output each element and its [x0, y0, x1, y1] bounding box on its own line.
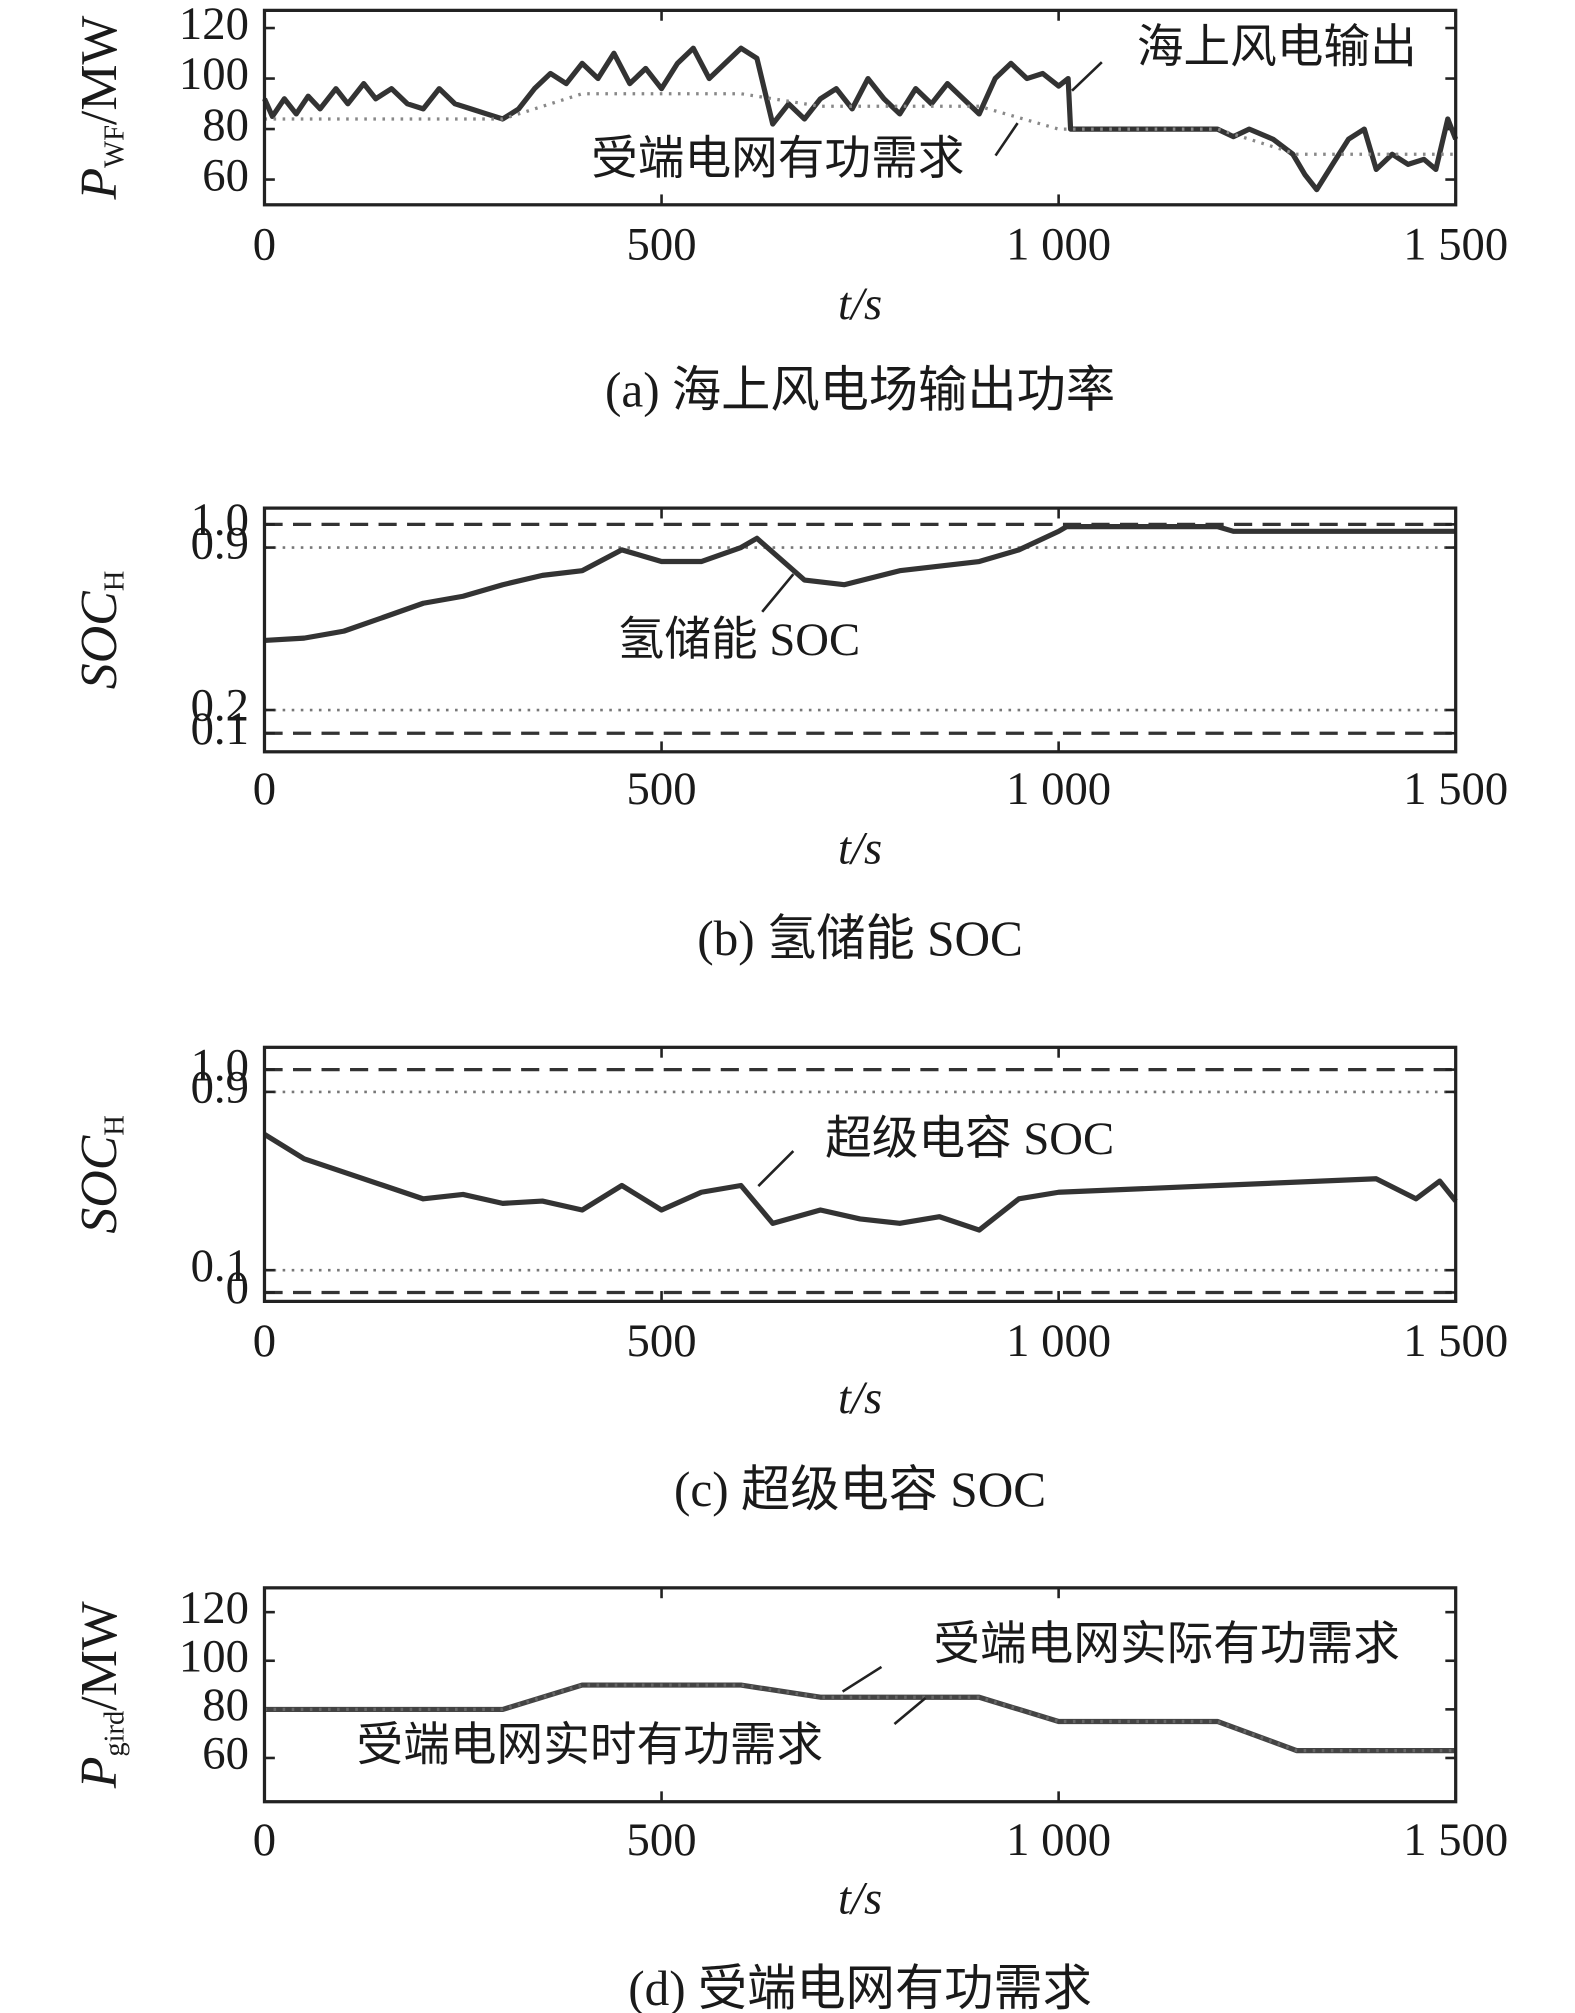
x-tick-label: 1 000: [1006, 219, 1111, 271]
plot-frame: [262, 1586, 1458, 1804]
leader-line: [841, 1665, 883, 1693]
x-tick-label: 1 000: [1006, 763, 1111, 815]
series-label: 受端电网实时有功需求: [357, 1720, 824, 1772]
y-label-main: P: [71, 1757, 128, 1790]
y-tick-label: 120: [179, 0, 249, 50]
plot-frame: [262, 506, 1458, 754]
y-label-main: SOC: [71, 590, 128, 689]
series-label: 受端电网实际有功需求: [933, 1618, 1400, 1670]
y-label-sub: H: [99, 571, 130, 592]
x-tick-label: 1 000: [1006, 1814, 1111, 1866]
y-tick-label: 60: [202, 149, 249, 201]
y-tick-label: 0.1: [191, 1240, 249, 1292]
series-label: 超级电容 SOC: [825, 1113, 1114, 1165]
x-tick-label: 500: [627, 1315, 697, 1367]
y-tick-label: 0.2: [191, 680, 249, 732]
y-tick-label: 0.1: [191, 703, 249, 755]
y-axis-label: Pgird/MW: [71, 1601, 131, 1789]
y-label-main: P: [71, 168, 128, 201]
y-tick-label: 80: [202, 1679, 249, 1731]
y-tick-label: 100: [179, 48, 249, 100]
data-line: [263, 1132, 1458, 1233]
y-axis-label: SOCH: [71, 1115, 131, 1234]
y-tick-label: 120: [179, 1582, 249, 1634]
y-tick-label: 1.0: [191, 1039, 249, 1091]
series-label: 受端电网有功需求: [591, 133, 964, 185]
y-label-unit: /MW: [71, 16, 128, 125]
series-label: 氢储能 SOC: [618, 614, 860, 666]
x-tick-label: 500: [627, 1814, 697, 1866]
caption: (c) 超级电容 SOC: [674, 1462, 1046, 1517]
y-axis-label: SOCH: [71, 571, 131, 690]
x-axis-label: t/s: [838, 823, 882, 875]
x-axis-label: t/s: [838, 278, 882, 330]
plot-frame: [262, 8, 1458, 207]
x-tick-label: 1 000: [1006, 1315, 1111, 1367]
x-tick-label: 500: [627, 763, 697, 815]
y-axis-label: PWF/MW: [71, 16, 131, 201]
y-tick-label: 100: [179, 1630, 249, 1682]
x-tick-label: 0: [253, 1814, 276, 1866]
y-label-sub: WF: [99, 125, 130, 168]
y-label-sub: H: [99, 1115, 130, 1136]
data-line: [262, 45, 1459, 193]
caption: (b) 氢储能 SOC: [697, 911, 1023, 966]
x-axis-label: t/s: [838, 1873, 882, 1925]
x-tick-label: 0: [253, 763, 276, 815]
plot-frame: [262, 1045, 1458, 1304]
caption: (d) 受端电网有功需求: [628, 1961, 1092, 2013]
leader-line: [893, 1697, 927, 1725]
y-label-unit: /MW: [71, 1601, 128, 1710]
x-tick-label: 0: [253, 1315, 276, 1367]
x-tick-label: 1 500: [1403, 1315, 1508, 1367]
series-label: 海上风电输出: [1137, 22, 1417, 74]
y-tick-label: 0.9: [191, 1062, 249, 1114]
leader-line: [757, 1150, 795, 1187]
y-tick-label: 0.9: [191, 517, 249, 569]
data-line: [264, 1682, 1456, 1754]
caption: (a) 海上风电场输出功率: [605, 363, 1115, 418]
x-tick-label: 0: [253, 219, 276, 271]
leader-line: [994, 122, 1019, 157]
y-label-sub: gird: [99, 1711, 130, 1757]
leader-line: [761, 573, 795, 613]
data-line: [264, 524, 1456, 644]
y-tick-label: 80: [202, 99, 249, 151]
y-tick-label: 60: [202, 1728, 249, 1780]
x-axis-label: t/s: [838, 1372, 882, 1424]
x-tick-label: 1 500: [1403, 219, 1508, 271]
x-tick-label: 1 500: [1403, 1814, 1508, 1866]
y-label-main: SOC: [71, 1134, 128, 1233]
x-tick-label: 1 500: [1403, 763, 1508, 815]
y-tick-label: 0: [226, 1262, 249, 1314]
x-tick-label: 500: [627, 219, 697, 271]
leader-line: [1071, 61, 1103, 92]
y-tick-label: 1.0: [191, 494, 249, 546]
